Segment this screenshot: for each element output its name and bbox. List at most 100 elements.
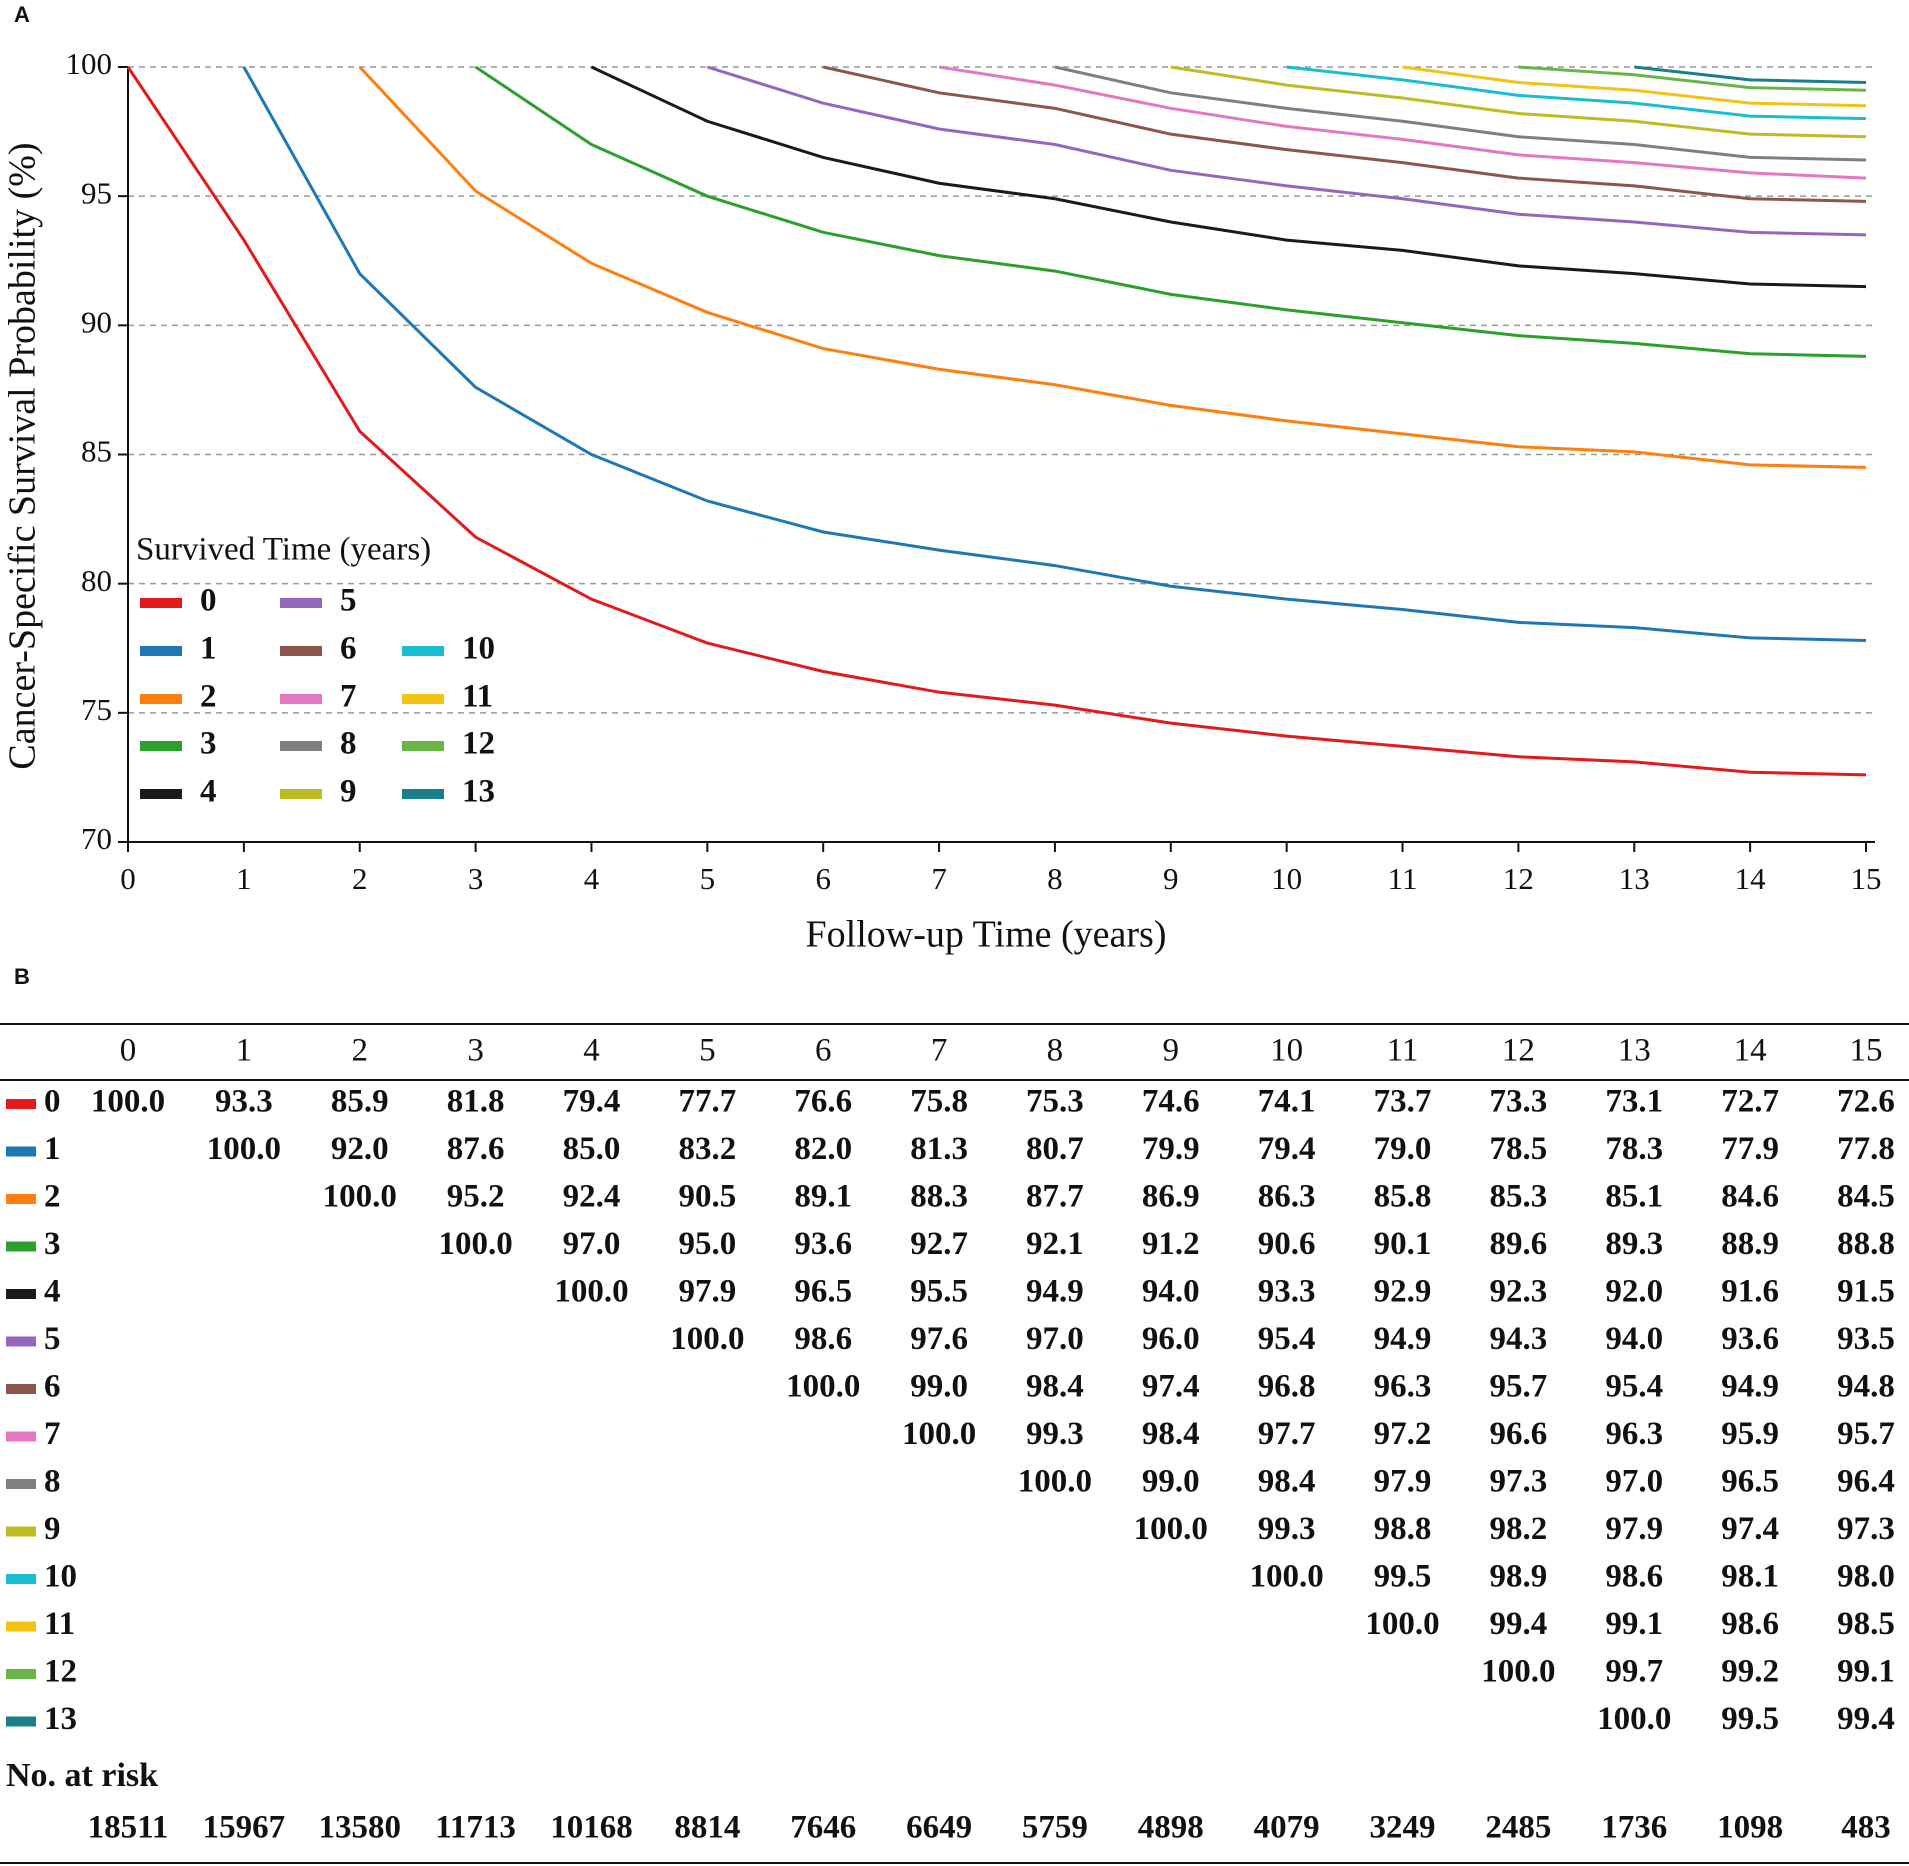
table-cell: 96.0 xyxy=(1142,1321,1200,1357)
table-cell: 97.4 xyxy=(1721,1511,1779,1547)
table-cell: 77.7 xyxy=(678,1084,736,1120)
table-cell: 97.0 xyxy=(1605,1464,1663,1500)
table-cell: 90.5 xyxy=(678,1179,736,1215)
table-cell: 92.3 xyxy=(1490,1274,1548,1310)
row-swatch xyxy=(6,1241,36,1252)
table-cell: 95.2 xyxy=(447,1179,505,1215)
x-tick-label: 15 xyxy=(1851,861,1882,896)
table-cell: 81.3 xyxy=(910,1131,968,1167)
y-tick-label: 95 xyxy=(81,175,112,210)
table-cell: 78.5 xyxy=(1490,1131,1548,1167)
table-cell: 98.4 xyxy=(1142,1416,1200,1452)
row-label: 7 xyxy=(44,1416,61,1452)
risk-count: 3249 xyxy=(1370,1810,1436,1846)
legend-swatch xyxy=(140,789,182,799)
x-tick-label: 6 xyxy=(815,861,831,896)
table-cell: 99.0 xyxy=(1142,1464,1200,1500)
survival-curve xyxy=(706,65,1867,237)
table-cell: 92.0 xyxy=(331,1131,389,1167)
table-cell: 72.6 xyxy=(1837,1084,1895,1120)
risk-title: No. at risk xyxy=(6,1757,158,1794)
table-cell: 99.7 xyxy=(1605,1654,1663,1690)
table-cell: 87.6 xyxy=(447,1131,505,1167)
table-cell: 100.0 xyxy=(207,1131,281,1167)
row-swatch xyxy=(6,1194,36,1204)
table-cell: 97.3 xyxy=(1490,1464,1548,1500)
y-tick-label: 75 xyxy=(81,692,112,727)
risk-count: 13580 xyxy=(318,1810,401,1846)
y-tick-label: 85 xyxy=(81,434,112,469)
survival-curve xyxy=(1518,65,1867,92)
legend-label: 10 xyxy=(462,631,495,667)
row-swatch xyxy=(6,1336,36,1347)
legend-label: 6 xyxy=(340,631,357,667)
table-cell: 95.4 xyxy=(1605,1369,1663,1405)
legend-label: 7 xyxy=(340,679,357,715)
row-label: 5 xyxy=(44,1321,61,1357)
table-cell: 98.4 xyxy=(1258,1464,1316,1500)
legend-swatch xyxy=(280,694,322,704)
table-cell: 96.3 xyxy=(1605,1416,1663,1452)
row-swatch xyxy=(6,1146,36,1157)
table-cell: 97.2 xyxy=(1374,1416,1432,1452)
risk-count: 5759 xyxy=(1022,1810,1088,1846)
table-cell: 98.1 xyxy=(1721,1559,1779,1595)
table-cell: 73.1 xyxy=(1605,1084,1663,1120)
table-cell: 74.6 xyxy=(1142,1084,1200,1120)
table-cell: 89.1 xyxy=(794,1179,852,1215)
table-cell: 92.9 xyxy=(1374,1274,1432,1310)
panel-label: B xyxy=(14,964,30,989)
table-cell: 100.0 xyxy=(1481,1654,1555,1690)
table-cell: 92.0 xyxy=(1605,1274,1663,1310)
table-cell: 94.9 xyxy=(1374,1321,1432,1357)
risk-count: 10168 xyxy=(550,1810,633,1846)
table-cell: 88.9 xyxy=(1721,1226,1779,1262)
table-cell: 94.0 xyxy=(1605,1321,1663,1357)
survival-curve xyxy=(358,65,1867,469)
table-cell: 88.3 xyxy=(910,1179,968,1215)
table-cell: 95.4 xyxy=(1258,1321,1316,1357)
table-cell: 77.8 xyxy=(1837,1131,1895,1167)
table-cell: 89.6 xyxy=(1490,1226,1548,1262)
row-swatch xyxy=(6,1621,36,1632)
table-cell: 98.8 xyxy=(1374,1511,1432,1547)
risk-count: 483 xyxy=(1841,1810,1891,1846)
risk-count: 4079 xyxy=(1254,1810,1320,1846)
x-tick-label: 1 xyxy=(236,861,252,896)
table-cell: 91.6 xyxy=(1721,1274,1779,1310)
y-tick-label: 80 xyxy=(81,563,112,598)
table-cell: 96.4 xyxy=(1837,1464,1895,1500)
x-tick-label: 13 xyxy=(1619,861,1650,896)
table-cell: 73.3 xyxy=(1490,1084,1548,1120)
table-header: 12 xyxy=(1502,1033,1535,1069)
survival-curve xyxy=(1286,65,1867,121)
row-label: 9 xyxy=(44,1511,61,1547)
row-swatch xyxy=(6,1669,36,1679)
table-cell: 74.1 xyxy=(1258,1084,1316,1120)
survival-curve xyxy=(474,65,1867,358)
risk-count: 8814 xyxy=(674,1810,740,1846)
table-header: 0 xyxy=(120,1033,137,1069)
table-cell: 99.3 xyxy=(1258,1511,1316,1547)
table-cell: 93.3 xyxy=(1258,1274,1316,1310)
table-cell: 86.3 xyxy=(1258,1179,1316,1215)
table-cell: 98.5 xyxy=(1837,1606,1895,1642)
risk-count: 7646 xyxy=(790,1810,856,1846)
legend-swatch xyxy=(402,694,444,704)
table-cell: 99.1 xyxy=(1837,1654,1895,1690)
risk-count: 1098 xyxy=(1717,1810,1783,1846)
legend-swatch xyxy=(402,646,444,656)
table-cell: 97.0 xyxy=(563,1226,621,1262)
survival-curve xyxy=(126,66,1867,777)
x-axis-label: Follow-up Time (years) xyxy=(806,914,1167,956)
x-tick-label: 4 xyxy=(584,861,600,896)
table-cell: 90.1 xyxy=(1374,1226,1432,1262)
table-header: 15 xyxy=(1850,1033,1883,1069)
survival-curve xyxy=(242,66,1867,642)
table-cell: 75.8 xyxy=(910,1084,968,1120)
row-label: 11 xyxy=(44,1606,75,1642)
table-cell: 96.3 xyxy=(1374,1369,1432,1405)
x-tick-label: 2 xyxy=(352,861,368,896)
table-cell: 98.6 xyxy=(1605,1559,1663,1595)
